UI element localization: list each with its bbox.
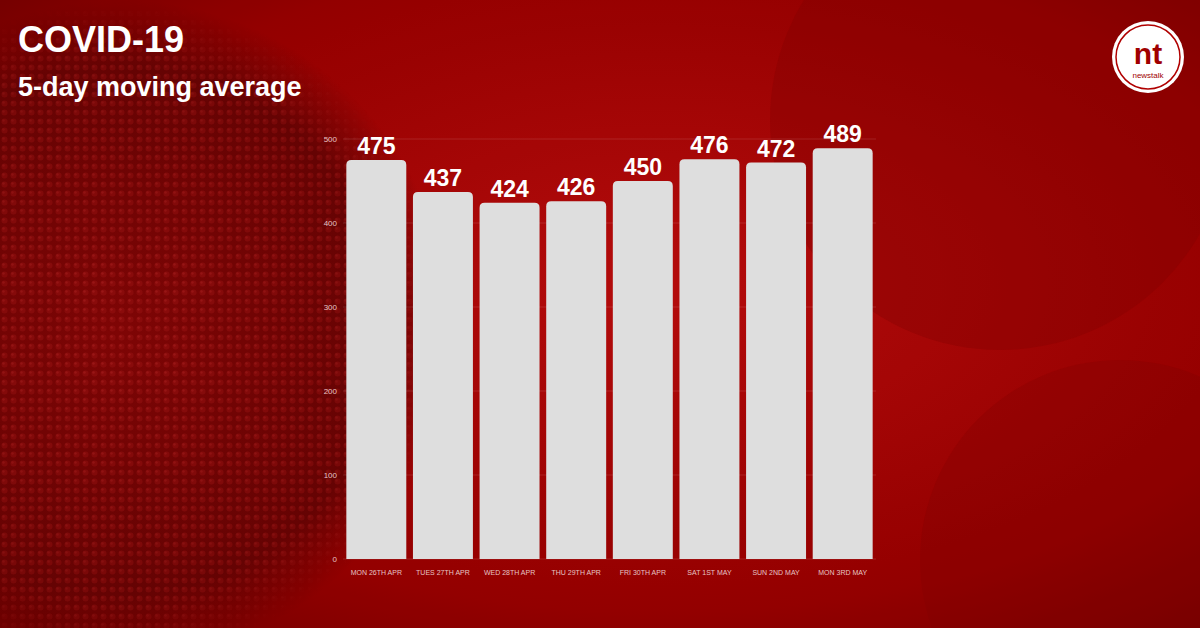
data-label: 424 (490, 176, 529, 202)
x-tick-label: SUN 2ND MAY (752, 569, 800, 576)
data-label: 489 (824, 121, 862, 147)
subtitle: 5-day moving average (18, 72, 302, 102)
bar (746, 163, 806, 559)
x-tick-label: THU 29TH APR (551, 569, 600, 576)
y-tick-label: 400 (324, 219, 338, 228)
data-label: 450 (624, 154, 662, 180)
y-tick-label: 300 (324, 303, 338, 312)
logo-circle (1112, 21, 1184, 93)
bar (480, 203, 540, 559)
logo-text: nt (1134, 37, 1162, 70)
title: COVID-19 (18, 19, 184, 60)
data-label: 472 (757, 136, 795, 162)
bar (413, 192, 473, 559)
background (0, 0, 1200, 628)
x-tick-label: WED 28TH APR (484, 569, 535, 576)
grid-line (343, 139, 876, 140)
y-tick-label: 100 (324, 471, 338, 480)
bar (679, 159, 739, 559)
y-tick-label: 200 (324, 387, 338, 396)
bar (813, 148, 873, 559)
background-shade (0, 0, 1200, 628)
x-tick-label: TUES 27TH APR (416, 569, 470, 576)
x-tick-label: SAT 1ST MAY (687, 569, 732, 576)
bars (346, 148, 872, 559)
data-label: 475 (357, 133, 396, 159)
chart-root: COVID-19 5-day moving average ntnewstalk 0 1… (0, 0, 1200, 628)
bar (346, 160, 406, 559)
data-label: 437 (424, 165, 462, 191)
x-tick-label: FRI 30TH APR (620, 569, 666, 576)
data-label: 476 (690, 132, 728, 158)
x-tick-label: MON 3RD MAY (818, 569, 867, 576)
data-label: 426 (557, 174, 595, 200)
bar (613, 181, 673, 559)
bar (546, 201, 606, 559)
x-tick-label: MON 26TH APR (351, 569, 402, 576)
y-tick-label: 0 (333, 555, 338, 564)
logo-ring (1116, 25, 1180, 89)
logo-subtext: newstalk (1132, 71, 1164, 80)
y-tick-label: 500 (324, 135, 338, 144)
